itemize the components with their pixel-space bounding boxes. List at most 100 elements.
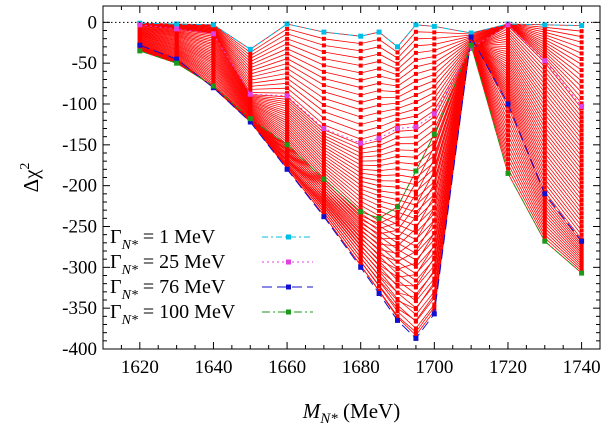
y-tick-label: -200 — [62, 176, 97, 197]
bundle-point — [542, 203, 547, 208]
bundle-point — [579, 176, 584, 181]
bundle-point — [542, 133, 547, 138]
bundle-point — [542, 82, 547, 87]
bundle-point — [395, 243, 400, 248]
bundle-point — [413, 215, 418, 219]
bundle-point — [321, 56, 326, 61]
series-point — [468, 46, 474, 51]
bundle-point — [395, 154, 400, 159]
bundle-point — [377, 168, 382, 173]
bundle-point — [358, 251, 363, 256]
bundle-point — [542, 206, 547, 211]
bundle-point — [285, 116, 290, 121]
bundle-point — [358, 217, 363, 222]
bundle-point — [321, 203, 326, 207]
bundle-point — [579, 51, 584, 56]
bundle-point — [432, 211, 437, 216]
bundle-point — [542, 168, 547, 173]
bundle-point — [413, 238, 418, 242]
legend-marker — [286, 284, 291, 290]
bundle-point — [432, 194, 437, 198]
bundle-point — [432, 181, 437, 186]
bundle-point — [432, 169, 437, 174]
bundle-point — [395, 275, 400, 280]
bundle-point — [285, 26, 290, 31]
bundle-point — [413, 264, 418, 269]
bundle-point — [358, 163, 363, 168]
bundle-point — [579, 224, 584, 229]
series-point — [174, 60, 180, 66]
bundle-point — [377, 73, 382, 78]
bundle-point — [321, 182, 326, 187]
bundle-point — [506, 98, 510, 103]
bundle-point — [285, 123, 290, 128]
bundle-point — [542, 159, 547, 164]
series-point — [579, 238, 585, 244]
bundle-point — [395, 78, 400, 83]
bundle-point — [579, 45, 584, 50]
bundle-point — [506, 47, 510, 51]
bundle-point — [579, 232, 584, 237]
series-point — [413, 335, 419, 341]
bundle-point — [506, 67, 510, 72]
bundle-point — [413, 50, 418, 55]
bundle-point — [377, 125, 382, 129]
bundle-point — [413, 295, 418, 300]
bundle-point — [413, 180, 418, 185]
bundle-point — [395, 61, 400, 66]
bundle-point — [432, 156, 437, 161]
bundle-point — [321, 197, 326, 202]
bundle-point — [358, 167, 363, 172]
bundle-point — [377, 208, 382, 213]
bundle-point — [358, 236, 363, 241]
bundle-point — [321, 89, 326, 94]
bundle-point — [542, 216, 547, 221]
bundle-point — [358, 232, 363, 237]
bundle-point — [413, 78, 418, 83]
series-point — [358, 33, 364, 39]
bundle-point — [377, 173, 382, 178]
bundle-point — [285, 51, 290, 56]
bundle-point — [542, 77, 547, 82]
bundle-point — [413, 284, 418, 289]
bundle-point — [579, 119, 584, 124]
bundle-point — [321, 133, 326, 138]
bundle-point — [579, 115, 584, 120]
bundle-point — [579, 251, 584, 256]
bundle-point — [542, 146, 547, 151]
bundle-point — [506, 161, 510, 166]
bundle-point — [579, 132, 584, 137]
bundle-point — [358, 195, 363, 200]
series-point — [321, 126, 327, 131]
bundle-point — [321, 109, 326, 114]
bundle-point — [542, 235, 547, 240]
bundle-point — [377, 273, 382, 278]
series-point — [358, 264, 364, 270]
bundle-point — [413, 330, 418, 335]
bundle-point — [432, 276, 437, 281]
bundle-point — [395, 282, 400, 287]
bundle-point — [285, 140, 290, 145]
bundle-point — [395, 314, 400, 319]
bundle-point — [432, 185, 437, 190]
highlighted-series — [137, 20, 585, 341]
bundle-point — [579, 249, 584, 254]
bundle-point — [377, 81, 382, 86]
bundle-point — [579, 198, 584, 202]
series-point — [358, 209, 364, 215]
bundle-point — [432, 127, 437, 132]
bundle-point — [579, 145, 584, 150]
bundle-point — [358, 187, 363, 192]
bundle-point — [285, 66, 290, 71]
bundle-point — [395, 112, 400, 117]
bundle-point — [377, 163, 382, 168]
bundle-point — [542, 200, 547, 205]
bundle-point — [542, 196, 547, 201]
bundle-point — [542, 42, 547, 47]
bundle-point — [321, 83, 326, 88]
bundle-point — [377, 88, 382, 93]
bundle-point — [285, 46, 290, 51]
bundle-point — [432, 243, 437, 248]
bundle-point — [542, 125, 547, 130]
bundle-point — [377, 198, 382, 203]
